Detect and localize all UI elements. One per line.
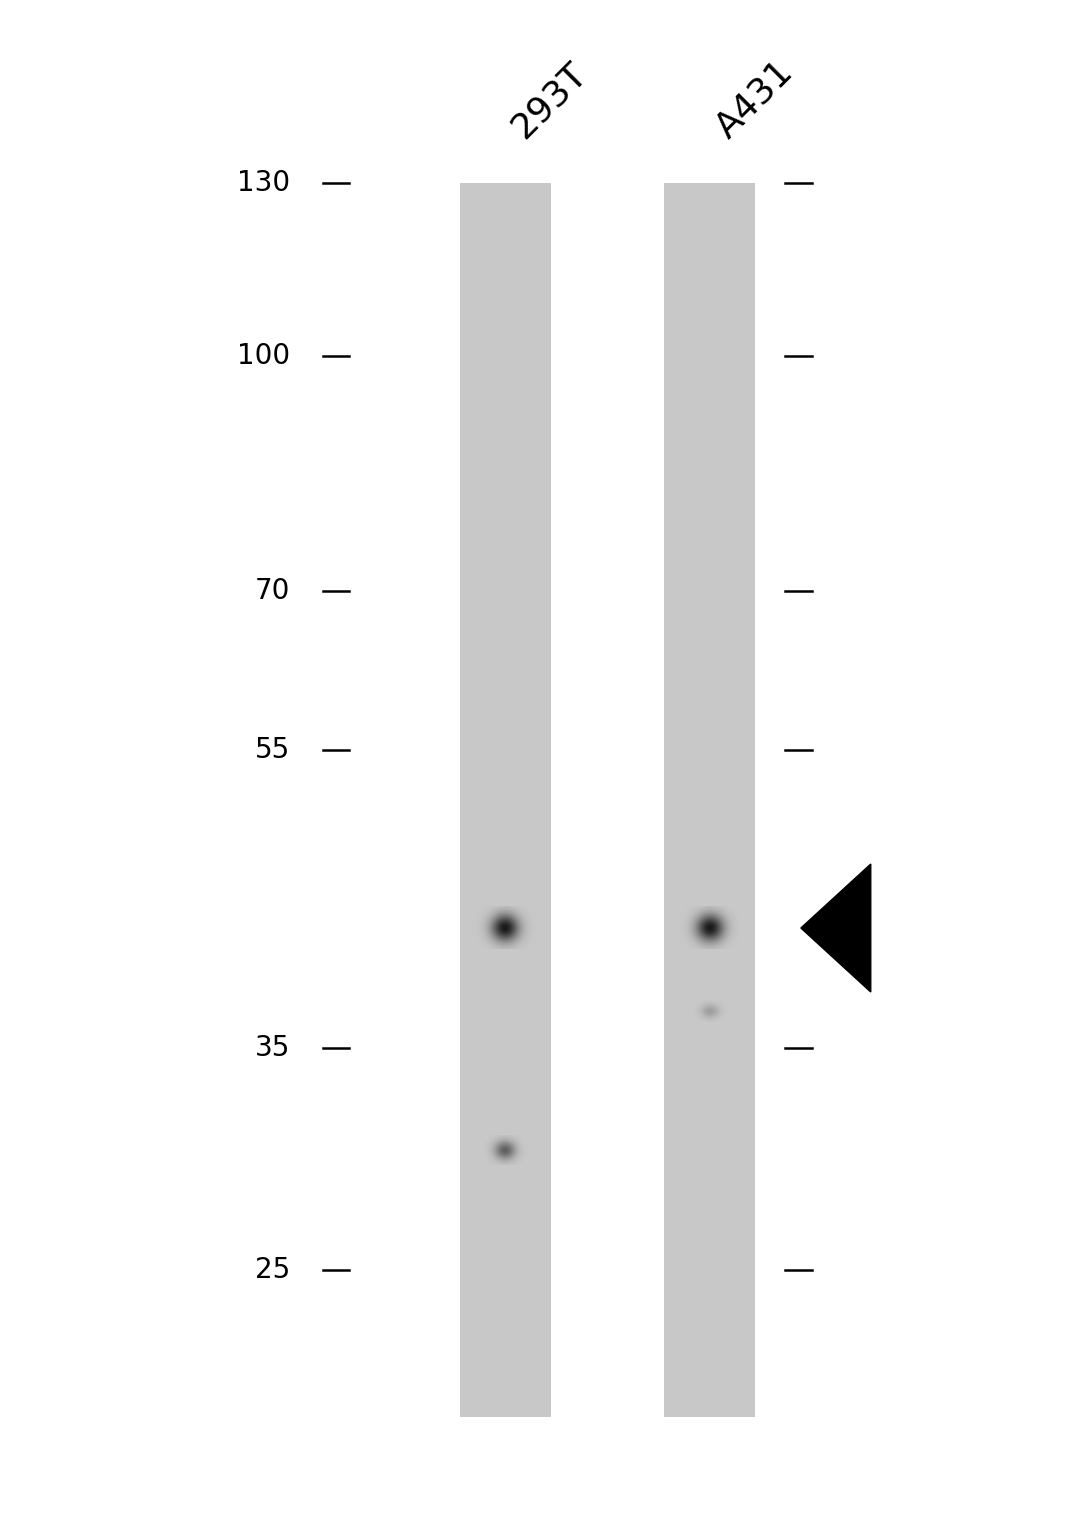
Text: A431: A431 — [710, 55, 800, 145]
Text: 70: 70 — [255, 578, 290, 605]
Text: 293T: 293T — [505, 56, 593, 145]
Text: 35: 35 — [255, 1035, 290, 1062]
Bar — [664, 183, 755, 1417]
Text: 130: 130 — [238, 169, 290, 197]
Text: 100: 100 — [238, 341, 290, 370]
Polygon shape — [801, 864, 871, 992]
Bar — [460, 183, 551, 1417]
Text: 55: 55 — [255, 736, 290, 764]
Text: 25: 25 — [255, 1256, 290, 1285]
